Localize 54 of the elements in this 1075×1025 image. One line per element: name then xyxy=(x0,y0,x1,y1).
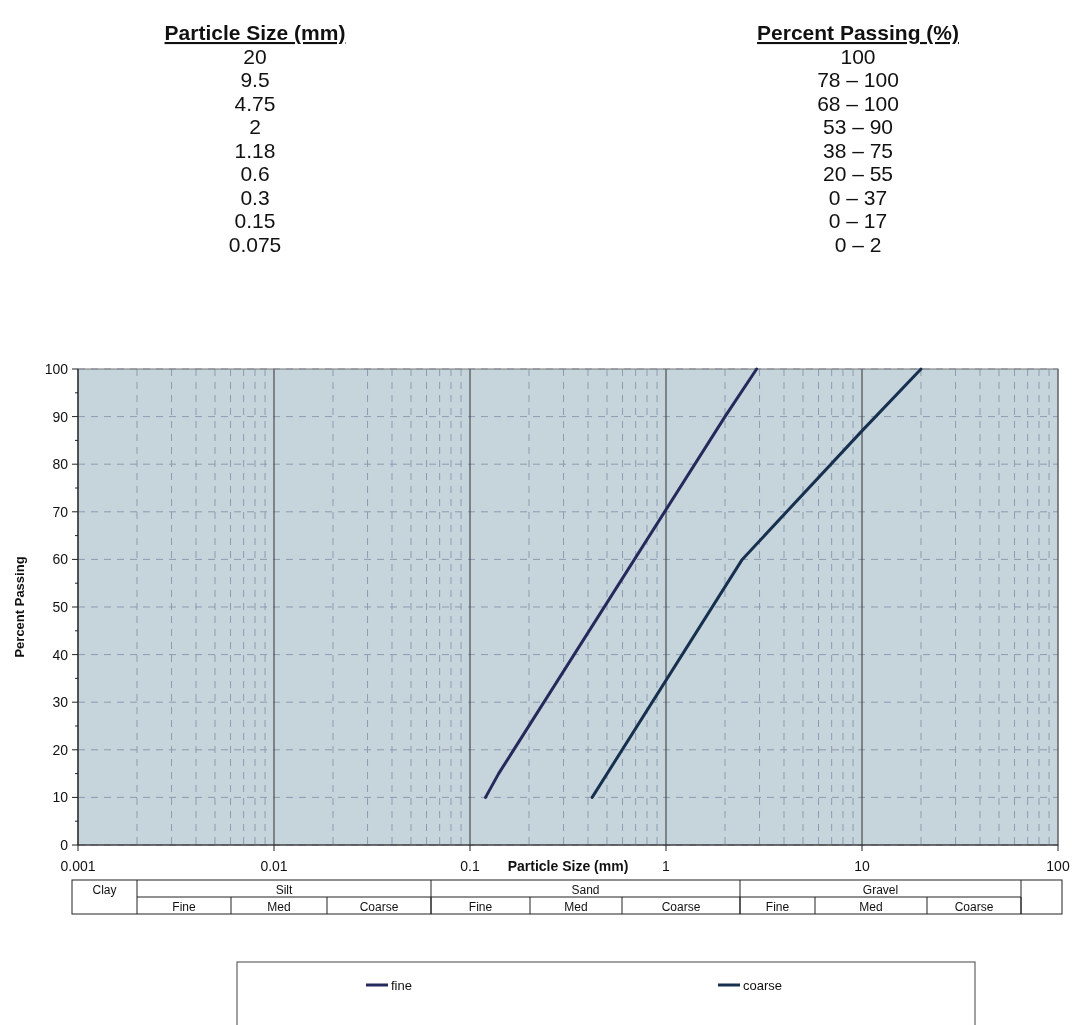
text: 0 – 2 xyxy=(834,232,882,256)
y-tick-label: 40 xyxy=(52,646,69,663)
x-tick-label: 0.001 xyxy=(60,858,96,874)
text: Percent Passing (%) xyxy=(757,21,959,44)
text: Gravel xyxy=(862,883,899,897)
text: Med xyxy=(564,900,588,914)
text: Fine xyxy=(468,900,493,914)
text: Coarse xyxy=(661,900,701,914)
text: 4.75 xyxy=(234,91,276,115)
text: Med xyxy=(859,900,883,914)
x-tick-label: 10 xyxy=(854,858,870,874)
text: Med xyxy=(267,900,291,914)
text: Fine xyxy=(172,900,196,914)
text: 53 – 90 xyxy=(822,115,894,138)
y-tick-label: 60 xyxy=(52,551,69,568)
text: 0 – 37 xyxy=(828,185,888,209)
text: 0.6 xyxy=(240,162,270,185)
text: 0 – 17 xyxy=(828,209,888,232)
text: 78 – 100 xyxy=(817,68,899,91)
y-tick-label: 50 xyxy=(52,599,69,615)
text: Fine xyxy=(765,900,790,914)
legend-label: fine xyxy=(391,978,412,993)
y-tick-label: 100 xyxy=(44,361,69,377)
text: 1.18 xyxy=(234,138,276,162)
y-tick-label: 90 xyxy=(52,408,69,425)
x-tick-label: 1 xyxy=(662,858,671,874)
y-tick-label: 0 xyxy=(60,837,69,853)
text: 0.15 xyxy=(234,209,276,232)
text: Silt xyxy=(275,883,293,897)
y-axis-title: Percent Passing xyxy=(12,556,27,658)
text: Coarse xyxy=(954,900,994,914)
text: Sand xyxy=(571,883,600,897)
y-tick-label: 70 xyxy=(52,503,69,520)
text: 100 xyxy=(840,44,876,68)
y-tick-label: 30 xyxy=(52,694,69,711)
text: Clay xyxy=(92,883,117,897)
text: 9.5 xyxy=(240,68,270,91)
x-axis-title: Particle Size (mm) xyxy=(507,858,629,874)
text: Particle Size (mm) xyxy=(164,21,346,44)
text: 0.075 xyxy=(228,232,282,256)
x-tick-label: 0.1 xyxy=(460,858,480,874)
text: Coarse xyxy=(359,900,399,914)
x-tick-label: 0.01 xyxy=(260,858,288,874)
text: 38 – 75 xyxy=(822,138,894,162)
y-tick-label: 20 xyxy=(52,741,69,758)
y-tick-label: 80 xyxy=(52,456,69,473)
text: 20 xyxy=(243,44,267,68)
text: 2 xyxy=(249,115,261,138)
text: 0.3 xyxy=(240,185,270,209)
text: 68 – 100 xyxy=(817,91,899,115)
text: 20 – 55 xyxy=(822,162,894,185)
x-tick-label: 100 xyxy=(1046,858,1070,874)
y-tick-label: 10 xyxy=(52,789,69,806)
legend-label: coarse xyxy=(743,978,783,993)
